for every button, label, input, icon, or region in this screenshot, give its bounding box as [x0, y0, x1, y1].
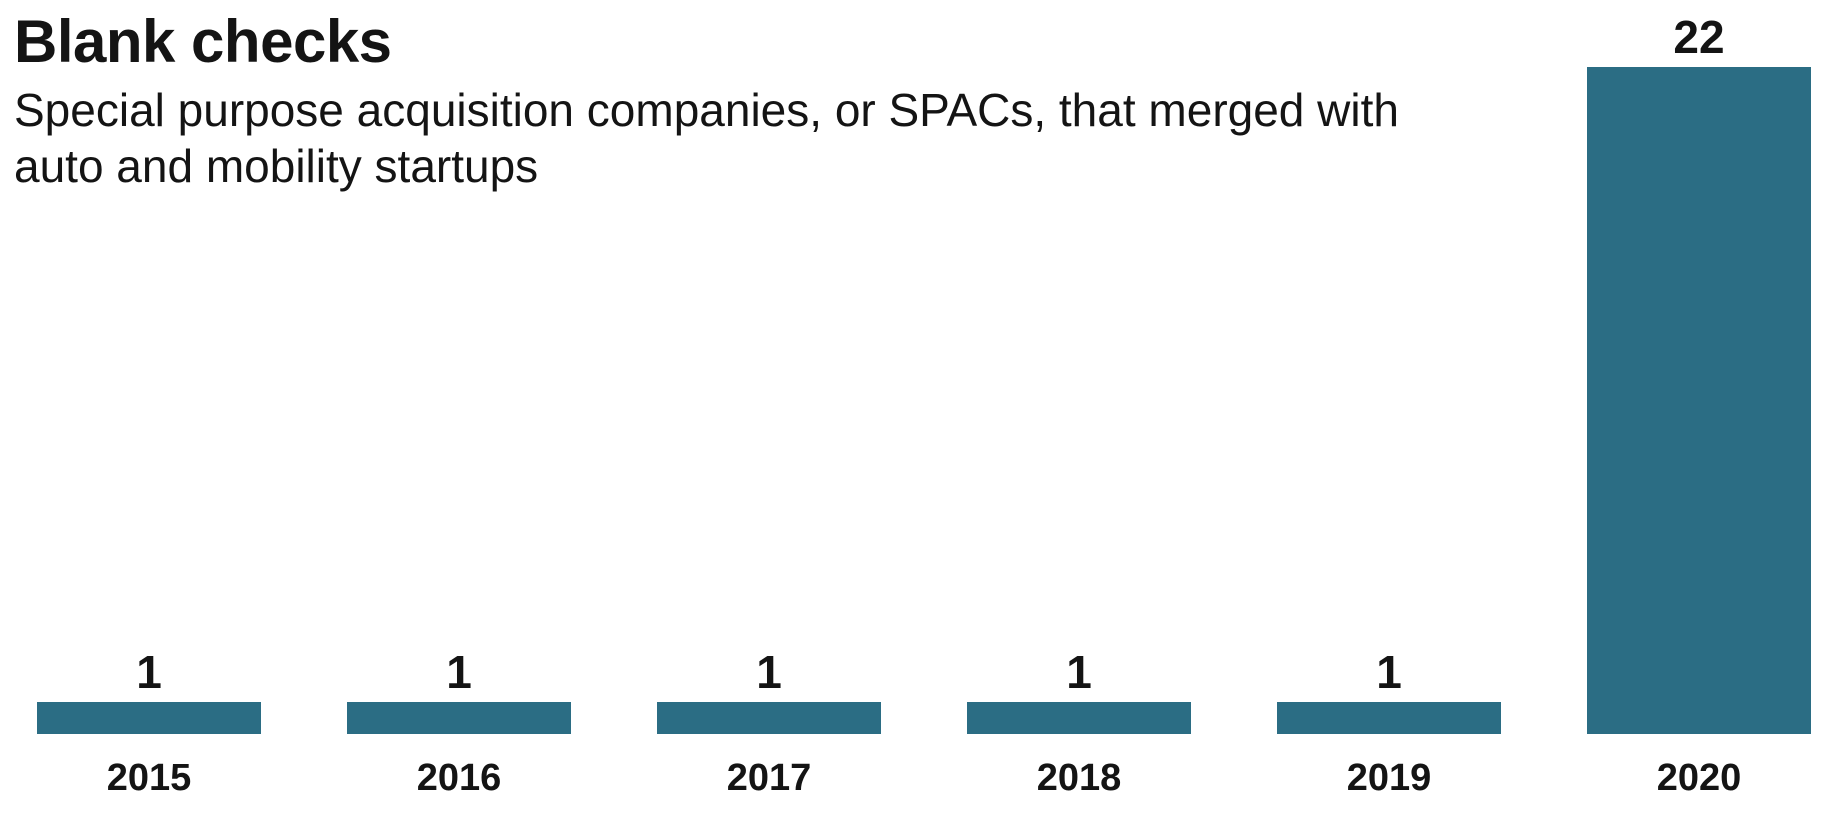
data-label-2020: 22: [1673, 11, 1724, 63]
x-tick-label-2018: 2018: [1037, 757, 1122, 799]
bar-2016: [347, 702, 571, 734]
x-tick-label-2019: 2019: [1347, 757, 1432, 799]
bar-2015: [37, 702, 261, 734]
chart-title: Blank checks: [14, 8, 392, 75]
bar-2020: [1587, 67, 1811, 734]
x-tick-label-2016: 2016: [417, 757, 502, 799]
chart-subtitle: Special purpose acquisition companies, o…: [14, 84, 1399, 192]
data-label-2019: 1: [1376, 646, 1402, 698]
x-tick-label-2015: 2015: [107, 757, 192, 799]
x-tick-label-2020: 2020: [1657, 757, 1742, 799]
data-label-2015: 1: [136, 646, 162, 698]
bar-2019: [1277, 702, 1501, 734]
data-label-2017: 1: [756, 646, 782, 698]
bar-2018: [967, 702, 1191, 734]
x-tick-label-2017: 2017: [727, 757, 812, 799]
data-label-2016: 1: [446, 646, 472, 698]
data-label-2018: 1: [1066, 646, 1092, 698]
bar-2017: [657, 702, 881, 734]
